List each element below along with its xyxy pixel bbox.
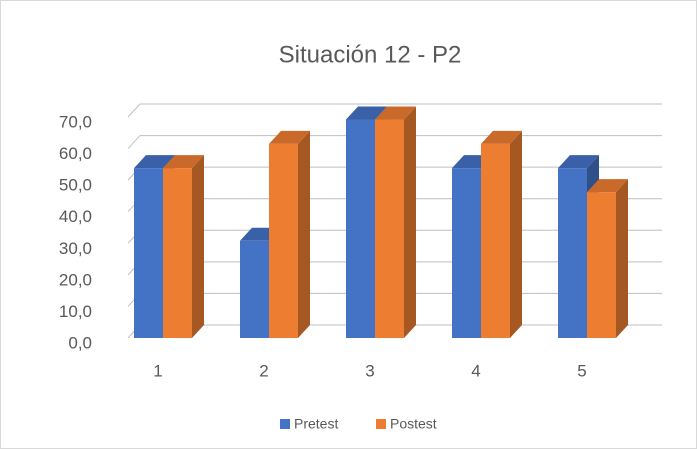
- bar-top: [375, 106, 416, 120]
- y-tick-label: 70,0: [59, 112, 92, 131]
- bar-top: [481, 130, 522, 144]
- bar: [346, 119, 375, 338]
- x-tick-label: 5: [577, 361, 586, 380]
- legend-swatch: [280, 419, 290, 429]
- bar: [452, 168, 481, 338]
- bar-top: [558, 155, 599, 169]
- legend-label: Pretest: [294, 416, 338, 432]
- x-tick-label: 3: [365, 361, 374, 380]
- y-tick-label: 20,0: [59, 270, 92, 289]
- x-tick-label: 1: [153, 361, 162, 380]
- bar: [240, 240, 269, 338]
- bar-side: [298, 130, 310, 338]
- bar: [375, 119, 404, 338]
- bar-side: [404, 106, 416, 338]
- y-tick-label: 40,0: [59, 207, 92, 226]
- bar-top: [587, 179, 628, 193]
- bar-side: [510, 130, 522, 338]
- y-tick-label: 0,0: [68, 333, 92, 352]
- grid-line: [127, 135, 662, 149]
- y-tick-label: 10,0: [59, 302, 92, 321]
- legend-swatch: [376, 419, 386, 429]
- y-tick-label: 30,0: [59, 239, 92, 258]
- bar: [163, 168, 192, 338]
- legend-label: Postest: [390, 416, 437, 432]
- bar-top: [346, 106, 387, 120]
- bar: [587, 192, 616, 338]
- bar-top: [134, 155, 175, 169]
- bar: [558, 168, 587, 338]
- bar: [134, 168, 163, 338]
- bar-side: [192, 155, 204, 338]
- bar: [269, 143, 298, 338]
- bar-top: [163, 155, 204, 169]
- x-tick-label: 4: [471, 361, 480, 380]
- bar-side: [616, 179, 628, 338]
- bar: [481, 143, 510, 338]
- y-tick-label: 60,0: [59, 144, 92, 163]
- grid-line: [127, 103, 662, 118]
- bar-top: [269, 130, 310, 144]
- y-tick-label: 50,0: [59, 176, 92, 195]
- x-tick-label: 2: [259, 361, 268, 380]
- chart-title: Situación 12 - P2: [279, 41, 462, 68]
